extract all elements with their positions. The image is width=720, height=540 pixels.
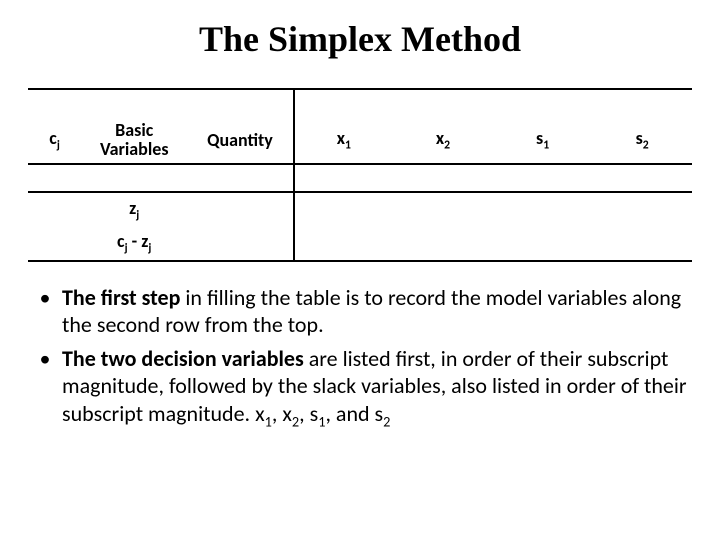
table-zj-row: zj [28,192,692,227]
bullet-run: 1 [265,412,272,430]
list-item: • The two decision variables are listed … [28,345,692,431]
bullet-text-1: The two decision variables are listed fi… [62,345,692,431]
bullet-run: , and s [325,400,383,427]
table-top-rule-row [28,89,692,117]
header-s2-sub: 2 [643,139,649,153]
slide: The Simplex Method cj Basic Variables Qu… [0,0,720,540]
header-cj: cj [28,117,81,164]
footer-z-sub: j [148,242,151,256]
bullet-text-0: The first step in filling the table is t… [62,284,692,339]
header-s2: s2 [592,117,692,164]
header-bv-line2: Variables [100,138,169,160]
bullet-run: The two decision variables [62,345,304,372]
footer-zj-sub: j [136,208,139,222]
bullet-dot: • [28,345,62,431]
bullet-dot: • [28,284,62,339]
bullet-run: , x [272,400,292,427]
footer-cj-minus-zj: cj - zj [81,226,187,261]
list-item: • The first step in filling the table is… [28,284,692,339]
header-x2-sub: 2 [444,139,450,153]
header-x1-sub: 1 [345,139,351,153]
header-basic-variables: Basic Variables [81,117,187,164]
simplex-table: cj Basic Variables Quantity x1 x2 s1 s2 [28,88,692,262]
header-cj-base: c [49,127,57,149]
footer-zj: zj [81,192,187,227]
header-x2: x2 [393,117,493,164]
header-s1: s1 [493,117,593,164]
bullet-run: The first step [62,284,180,311]
header-x2-base: x [436,127,444,149]
footer-minus: - [128,230,142,252]
simplex-table-wrap: cj Basic Variables Quantity x1 x2 s1 s2 [28,88,692,262]
table-body-row [28,164,692,192]
table-cj-minus-zj-row: cj - zj [28,226,692,261]
header-cj-sub: j [57,139,60,153]
header-x1: x1 [294,117,394,164]
header-quantity: Quantity [187,117,293,164]
header-s2-base: s [636,127,643,149]
page-title: The Simplex Method [28,18,692,60]
footer-c: c [117,230,125,252]
bullet-run: , s [299,400,318,427]
bullet-list: • The first step in filling the table is… [28,284,692,431]
header-x1-base: x [337,127,345,149]
header-s1-sub: 1 [543,139,549,153]
bullet-run: 2 [383,412,390,430]
table-header-row: cj Basic Variables Quantity x1 x2 s1 s2 [28,117,692,164]
